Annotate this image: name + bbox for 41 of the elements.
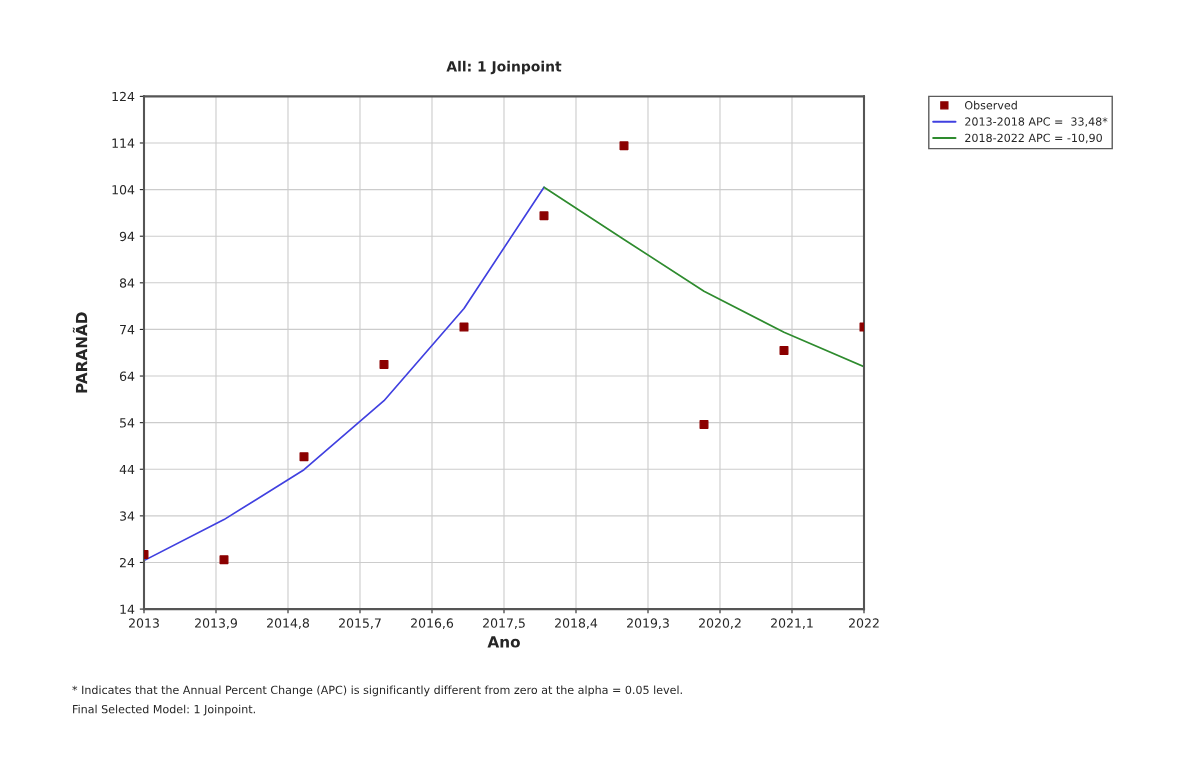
point: [779, 345, 789, 355]
x-tick-label: 2019,3: [627, 618, 669, 630]
y-tick-label: 14: [120, 604, 135, 614]
line-series: [144, 186, 545, 562]
chart-title: All: 1 Joinpoint: [446, 60, 562, 75]
legend-label: 2018-2022 APC = -10,90: [965, 133, 1102, 144]
y-tick-label: 24: [119, 557, 135, 568]
y-axis-title: PARANÃD: [72, 312, 88, 393]
point: [699, 420, 709, 430]
y-tick-label: 64: [119, 371, 135, 381]
x-tick-label: 2022: [849, 618, 879, 628]
point: [299, 452, 309, 462]
x-tick-label: 2015,7: [339, 618, 381, 630]
x-tick-label: 2020,2: [699, 618, 741, 630]
legend-label: 2013-2018 APC = 33,48*: [965, 117, 1108, 127]
y-tick-label: 34: [120, 511, 135, 521]
x-tick-label: 2021,1: [771, 618, 813, 630]
x-tick-label: 2016,6: [411, 618, 454, 630]
point: [619, 141, 629, 151]
text: * Indicates that the Annual Percent Change (APC) is significantly different from zero at the alpha = 0.05 level.: [72, 685, 682, 697]
x-tick-label: 2017,5: [483, 618, 525, 630]
y-tick-label: 74: [120, 325, 135, 335]
y-tick-label: 94: [119, 231, 135, 242]
y-tick-label: 114: [112, 138, 135, 148]
y-tick-label: 104: [112, 185, 135, 195]
x-tick-label: 2013,9: [195, 618, 237, 630]
x-tick-label: 2013: [129, 618, 159, 628]
y-tick-label: 84: [119, 278, 135, 288]
y-tick-label: 44: [119, 464, 135, 475]
point: [459, 322, 469, 332]
x-tick-label: 2018,4: [555, 618, 598, 630]
x-tick-label: 2014,8: [267, 618, 310, 630]
y-tick-label: 54: [120, 418, 135, 428]
y-tick-label: 124: [112, 91, 135, 102]
point: [219, 555, 229, 565]
x-axis-title: Ano: [487, 636, 520, 648]
point: [539, 211, 549, 221]
line-series: [543, 186, 864, 368]
legend-label: Observed: [964, 100, 1017, 110]
point: [379, 359, 389, 369]
text: Final Selected Model: 1 Joinpoint.: [73, 704, 255, 716]
